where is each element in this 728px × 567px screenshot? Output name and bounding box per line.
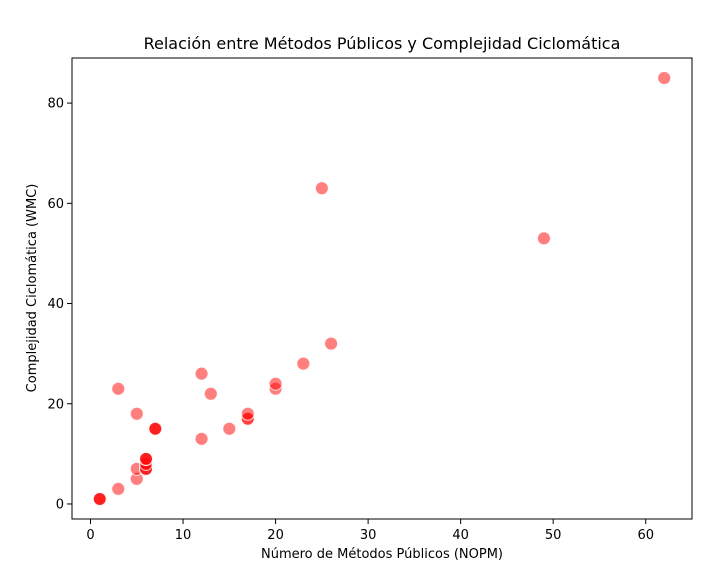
y-tick-label: 40 — [47, 297, 64, 312]
data-point — [194, 366, 209, 381]
data-point — [203, 386, 218, 401]
x-tick-label: 50 — [545, 528, 562, 543]
x-tick-label: 40 — [452, 528, 469, 543]
data-points — [92, 71, 672, 506]
data-point — [536, 231, 551, 246]
data-point — [240, 406, 255, 421]
x-tick-label: 0 — [86, 528, 94, 543]
y-tick-label: 20 — [47, 397, 64, 412]
x-tick-label: 30 — [360, 528, 377, 543]
x-axis-ticks: 0 10 20 30 40 50 60 — [86, 519, 654, 543]
data-point — [111, 381, 126, 396]
data-point — [111, 481, 126, 496]
data-point — [129, 406, 144, 421]
data-point — [148, 421, 163, 436]
x-tick-label: 10 — [175, 528, 192, 543]
data-point — [222, 421, 237, 436]
y-tick-label: 80 — [47, 97, 64, 112]
y-axis-ticks: 0 20 40 60 80 — [47, 97, 72, 512]
data-point — [139, 451, 154, 466]
data-point — [657, 71, 672, 86]
data-point — [296, 356, 311, 371]
x-tick-label: 60 — [637, 528, 654, 543]
y-tick-label: 60 — [47, 197, 64, 212]
chart-title: Relación entre Métodos Públicos y Comple… — [144, 34, 621, 53]
x-tick-label: 20 — [267, 528, 284, 543]
y-axis-label: Complejidad Ciclomática (WMC) — [25, 184, 40, 393]
y-tick-label: 0 — [56, 497, 64, 512]
data-point — [268, 376, 283, 391]
x-axis-label: Número de Métodos Públicos (NOPM) — [261, 547, 503, 562]
data-point — [92, 491, 107, 506]
data-point — [324, 336, 339, 351]
data-point — [314, 181, 329, 196]
axes-frame — [71, 57, 693, 520]
data-point — [194, 431, 209, 446]
